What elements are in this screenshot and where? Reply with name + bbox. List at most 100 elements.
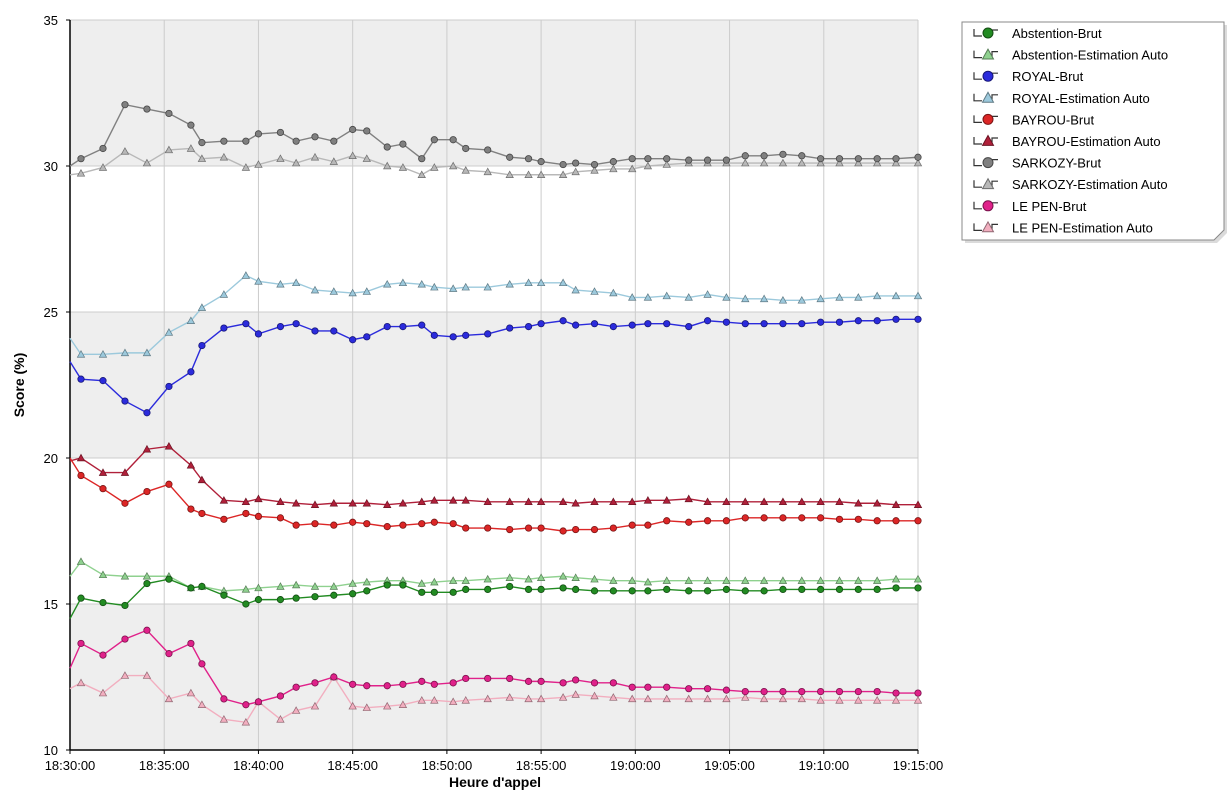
legend-label: SARKOZY-Estimation Auto	[1012, 177, 1168, 192]
data-point	[662, 694, 671, 703]
data-point	[914, 584, 922, 592]
data-point	[627, 694, 637, 703]
y-axis-title: Score (%)	[11, 353, 27, 418]
data-point	[449, 333, 457, 341]
data-point	[759, 576, 769, 584]
data-point	[399, 680, 407, 688]
data-point	[854, 498, 863, 507]
data-point	[663, 155, 671, 163]
data-point	[291, 706, 301, 714]
data-point	[348, 288, 357, 297]
data-point	[609, 322, 617, 331]
data-point	[817, 318, 825, 326]
data-point	[291, 498, 301, 507]
data-point	[524, 322, 533, 331]
data-point	[197, 700, 207, 708]
data-point	[644, 521, 652, 529]
data-point	[329, 498, 339, 507]
data-point	[590, 160, 599, 169]
data-point	[797, 576, 806, 584]
legend-marker	[981, 220, 995, 233]
data-point	[759, 158, 769, 167]
data-point	[462, 585, 470, 594]
legend-entry: BAYROU-Estimation Auto	[973, 134, 1161, 149]
data-point	[760, 687, 768, 696]
data-point	[77, 375, 85, 383]
data-point	[254, 494, 263, 503]
data-point	[430, 518, 438, 526]
data-point	[276, 715, 285, 723]
data-point	[76, 678, 86, 687]
data-point	[590, 574, 599, 583]
legend-label: BAYROU-Brut	[1012, 112, 1094, 127]
data-point	[220, 591, 228, 599]
data-point	[448, 161, 458, 170]
data-point	[816, 294, 825, 303]
data-point	[349, 125, 357, 134]
data-point	[778, 295, 788, 304]
data-point	[722, 686, 731, 694]
data-point	[872, 576, 882, 584]
data-point	[873, 155, 881, 163]
data-point	[311, 327, 319, 335]
data-point	[430, 496, 439, 504]
data-point	[797, 497, 806, 506]
data-point	[186, 144, 196, 152]
data-point	[383, 682, 391, 690]
data-point	[609, 576, 618, 584]
data-point	[644, 155, 652, 163]
legend-marker	[982, 113, 994, 125]
data-point	[77, 471, 85, 480]
data-point	[558, 497, 568, 506]
y-tick-label: 30	[44, 159, 58, 174]
data-point	[816, 576, 825, 584]
data-point	[417, 579, 426, 587]
series-layer	[69, 101, 923, 726]
data-point	[399, 581, 407, 589]
legend-line-glyph	[973, 72, 982, 80]
data-point	[559, 584, 567, 592]
data-point	[330, 673, 338, 681]
data-point	[362, 703, 371, 711]
data-point	[643, 694, 653, 703]
data-point	[816, 696, 825, 704]
data-point	[399, 322, 407, 331]
data-point	[98, 468, 108, 476]
legend-entry: ROYAL-Estimation Auto	[973, 91, 1150, 106]
data-point	[662, 291, 671, 300]
data-point	[276, 514, 285, 522]
data-point	[186, 316, 196, 324]
data-point	[524, 677, 533, 685]
data-point	[505, 573, 514, 581]
data-point	[197, 475, 207, 484]
data-point	[254, 512, 263, 521]
data-point	[590, 525, 599, 534]
data-point	[644, 683, 652, 691]
data-point	[913, 500, 923, 508]
data-point	[484, 330, 492, 338]
data-point	[98, 688, 108, 697]
data-point	[506, 674, 514, 683]
legend-entry: BAYROU-Brut	[973, 112, 1094, 127]
data-point	[430, 282, 439, 291]
data-point	[348, 498, 357, 507]
series-abstention-brut	[69, 575, 922, 619]
data-point	[590, 166, 599, 174]
data-point	[760, 514, 768, 522]
data-point	[722, 156, 731, 164]
data-point	[524, 694, 533, 703]
data-point	[891, 696, 901, 704]
data-point	[590, 497, 599, 506]
data-point	[505, 170, 514, 178]
legend-line-glyph	[973, 93, 982, 102]
data-point	[98, 163, 108, 171]
series-bayrou-brut	[69, 457, 922, 535]
data-point	[461, 496, 470, 504]
data-point	[558, 571, 568, 580]
legend-line-glyph	[973, 201, 982, 210]
data-point	[362, 577, 371, 586]
data-point	[741, 514, 749, 522]
data-point	[609, 679, 617, 687]
data-point	[417, 696, 426, 704]
data-point	[722, 694, 731, 703]
